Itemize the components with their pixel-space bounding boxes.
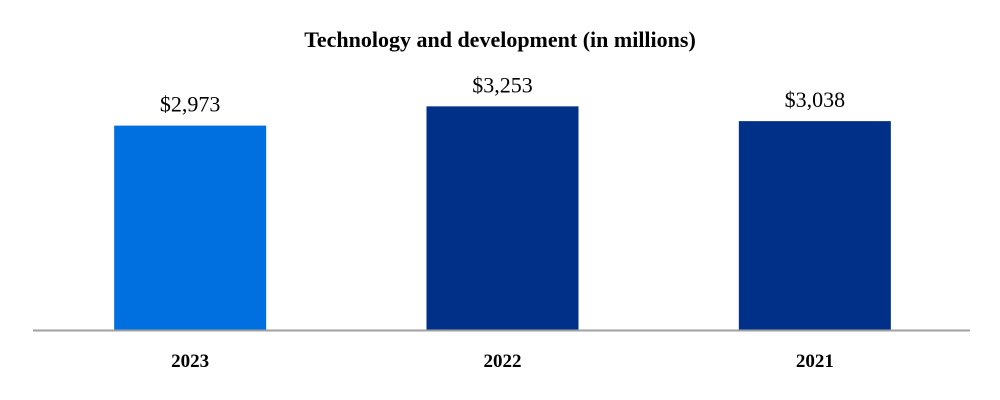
x-tick-label-2021: 2021 [796, 351, 834, 372]
x-tick-label-2022: 2022 [484, 351, 522, 372]
bar-2023 [114, 125, 267, 330]
chart-title: Technology and development (in millions) [304, 27, 696, 52]
x-tick-label-2023: 2023 [171, 351, 209, 372]
bar-2021 [738, 121, 891, 330]
data-label-2022: $3,253 [472, 72, 533, 97]
data-label-2021: $3,038 [785, 87, 846, 112]
data-label-2023: $2,973 [160, 92, 221, 117]
bar-2022 [426, 106, 579, 330]
